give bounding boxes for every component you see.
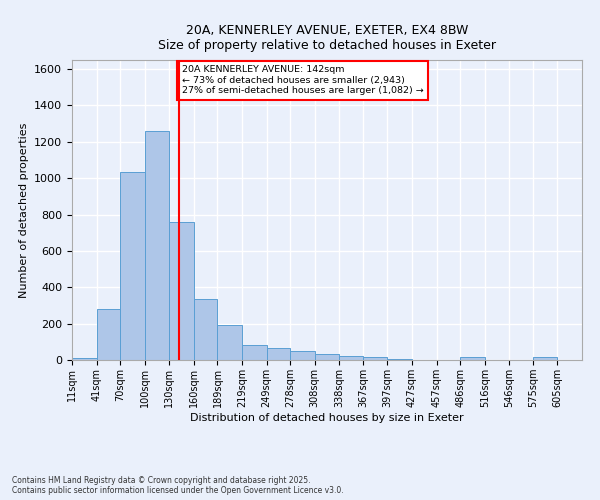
Bar (169, 222, 194, 360)
Bar (120, 172, 145, 360)
Bar (217, 326, 242, 360)
Bar (290, 351, 315, 360)
Bar (388, 359, 412, 360)
X-axis label: Distribution of detached houses by size in Exeter: Distribution of detached houses by size … (190, 412, 464, 422)
Text: Contains HM Land Registry data © Crown copyright and database right 2025.
Contai: Contains HM Land Registry data © Crown c… (12, 476, 344, 495)
Bar (72, 358, 97, 360)
Bar (242, 344, 266, 360)
Bar (339, 356, 363, 360)
Text: 20A KENNERLEY AVENUE: 142sqm
← 73% of detached houses are smaller (2,943)
27% of: 20A KENNERLEY AVENUE: 142sqm ← 73% of de… (182, 66, 423, 96)
Y-axis label: Number of detached properties: Number of detached properties (19, 122, 29, 298)
Bar (266, 348, 290, 360)
Bar (145, 131, 169, 360)
Bar (194, 299, 217, 360)
Bar (97, 309, 120, 360)
Bar (460, 358, 485, 360)
Bar (363, 358, 388, 360)
Bar (533, 358, 557, 360)
Bar (315, 354, 339, 360)
Title: 20A, KENNERLEY AVENUE, EXETER, EX4 8BW
Size of property relative to detached hou: 20A, KENNERLEY AVENUE, EXETER, EX4 8BW S… (158, 24, 496, 52)
